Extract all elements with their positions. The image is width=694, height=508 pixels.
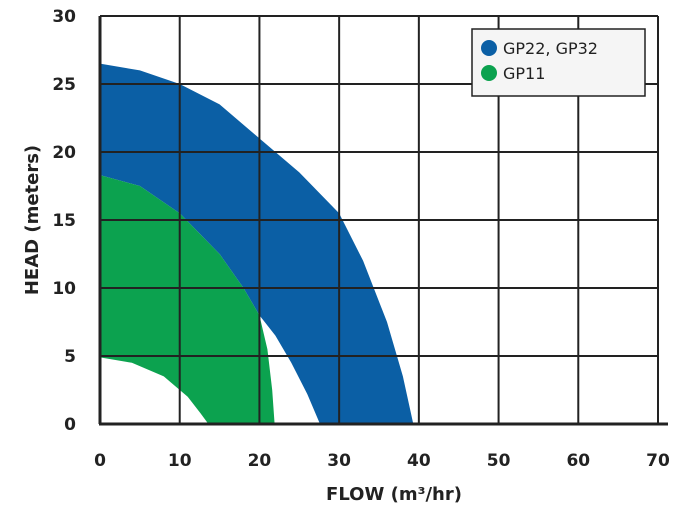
x-tick-label-10: 10 — [168, 451, 192, 471]
x-tick-label-40: 40 — [407, 451, 431, 471]
legend: GP22, GP32 GP11 — [471, 28, 646, 97]
legend-box — [471, 28, 646, 97]
y-tick-label-0: 0 — [64, 415, 76, 435]
y-tick-label-10: 10 — [52, 279, 76, 299]
y-tick-label-30: 30 — [52, 7, 76, 27]
grid-layer — [100, 15, 659, 424]
legend-marker-gp11 — [481, 65, 497, 81]
y-axis-title: HEAD (meters) — [22, 145, 43, 295]
y-tick-label-25: 25 — [52, 75, 76, 95]
y-tick-label-15: 15 — [52, 211, 76, 231]
x-tick-label-70: 70 — [646, 451, 670, 471]
series-area-gp22-gp32 — [100, 63, 414, 424]
y-tick-label-20: 20 — [52, 143, 76, 163]
legend-label-gp22-gp32: GP22, GP32 — [503, 39, 598, 58]
x-tick-label-50: 50 — [487, 451, 511, 471]
legend-marker-gp22-gp32 — [481, 40, 497, 56]
areas-layer — [100, 63, 414, 424]
x-axis-title: FLOW (m³/hr) — [326, 484, 462, 505]
ticks-layer: 0 10 20 30 40 50 60 70 0 5 10 15 20 25 30 — [52, 7, 670, 471]
legend-label-gp11: GP11 — [503, 64, 545, 83]
x-tick-label-20: 20 — [248, 451, 272, 471]
x-tick-label-0: 0 — [94, 451, 106, 471]
y-tick-label-5: 5 — [64, 347, 76, 367]
series-area-gp11 — [100, 175, 275, 424]
x-tick-label-30: 30 — [327, 451, 351, 471]
axes-layer — [98, 16, 668, 426]
x-tick-label-60: 60 — [566, 451, 590, 471]
